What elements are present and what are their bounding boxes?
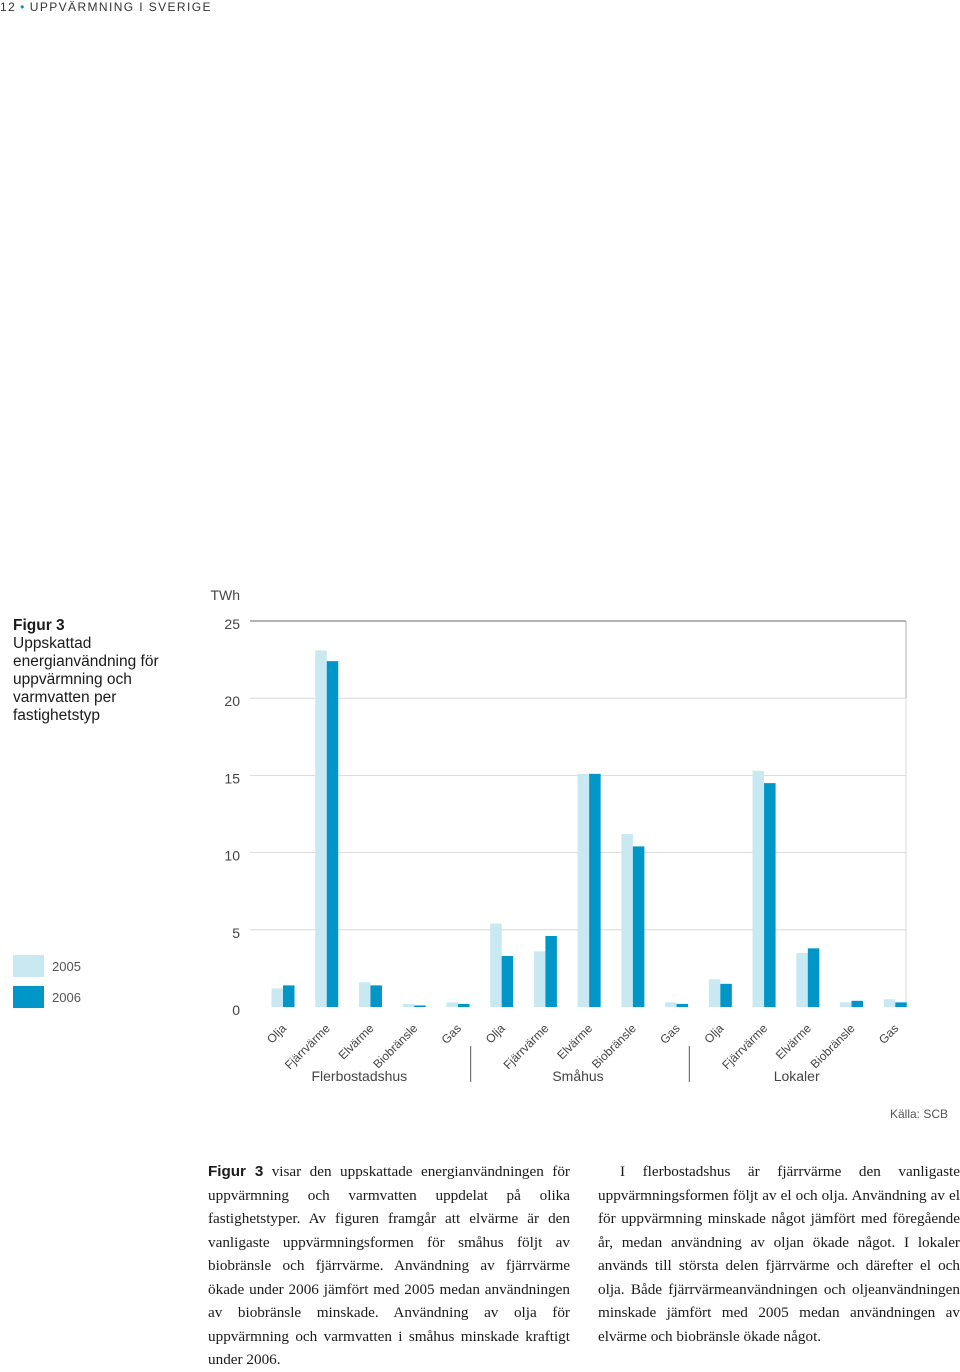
- bar-2006-0: [283, 985, 295, 1007]
- legend-label-2005: 2005: [52, 959, 81, 974]
- group-label-0: Flerbostadshus: [311, 1068, 407, 1084]
- body-paragraph-left: Figur 3 visar den uppskattade energianvä…: [208, 1160, 570, 1372]
- bar-2005-5: [490, 923, 502, 1007]
- legend-swatch-2006: [13, 986, 44, 1008]
- section-title: UPPVÄRMNING I SVERIGE: [29, 0, 212, 14]
- y-tick-label-20: 20: [224, 693, 240, 709]
- bar-2005-10: [708, 979, 721, 1007]
- x-tick-label-13: Biobränsle: [808, 1021, 858, 1071]
- x-tick-label-11: Fjärrvärme: [719, 1021, 770, 1072]
- bar-2005-3: [402, 1003, 415, 1007]
- y-tick-label-10: 10: [224, 848, 240, 864]
- page-header: 12 • UPPVÄRMNING I SVERIGE: [0, 0, 212, 14]
- bar-2005-0: [271, 988, 283, 1007]
- bar-2006-1: [326, 661, 339, 1007]
- group-label-2: Lokaler: [774, 1068, 820, 1084]
- bar-2006-4: [457, 1003, 470, 1007]
- figure-caption: Figur 3 Uppskattad energianvändning för …: [13, 617, 193, 725]
- figure-caption-text: Uppskattad energianvändning för uppvärmn…: [13, 635, 159, 724]
- legend-swatch-2005: [13, 955, 44, 977]
- bar-2005-9: [665, 1002, 677, 1007]
- bar-2005-13: [840, 1002, 852, 1007]
- x-tick-label-0: Olja: [264, 1021, 289, 1046]
- y-axis-unit-label: TWh: [210, 587, 240, 603]
- legend-label-2006: 2006: [52, 990, 81, 1005]
- x-tick-label-4: Gas: [439, 1021, 464, 1046]
- y-tick-label-15: 15: [224, 770, 240, 786]
- x-tick-label-6: Fjärrvärme: [501, 1021, 552, 1072]
- x-tick-label-10: Olja: [701, 1021, 726, 1046]
- y-tick-label-0: 0: [232, 1002, 240, 1018]
- bar-2005-8: [621, 834, 633, 1007]
- bar-2006-10: [720, 983, 732, 1007]
- bar-2005-1: [315, 650, 327, 1007]
- x-tick-label-7: Elvärme: [554, 1021, 595, 1062]
- page-number: 12: [0, 0, 17, 14]
- bar-2006-9: [676, 1003, 689, 1007]
- y-tick-label-5: 5: [232, 925, 240, 941]
- bar-2005-2: [358, 982, 371, 1007]
- bar-2006-6: [545, 935, 557, 1007]
- bar-2005-4: [446, 1002, 458, 1007]
- x-tick-label-8: Biobränsle: [589, 1021, 639, 1071]
- bar-2006-3: [414, 1005, 426, 1007]
- bar-2006-12: [807, 948, 820, 1007]
- x-tick-label-3: Biobränsle: [370, 1021, 420, 1071]
- bar-2005-7: [577, 773, 590, 1007]
- bullet-separator: •: [20, 0, 26, 14]
- body-column-right: I flerbostadshus är fjärrvärme den vanli…: [598, 1160, 960, 1348]
- bar-2005-6: [533, 951, 546, 1007]
- x-tick-label-14: Gas: [876, 1021, 901, 1046]
- bar-2006-2: [370, 985, 382, 1007]
- x-tick-label-12: Elvärme: [773, 1021, 814, 1062]
- bar-2006-5: [501, 956, 514, 1007]
- x-tick-label-1: Fjärrvärme: [282, 1021, 333, 1072]
- bar-2005-12: [796, 952, 808, 1007]
- bar-2006-14: [895, 1002, 907, 1007]
- body-text-left: visar den uppskattade energianvändningen…: [208, 1163, 570, 1368]
- bar-2005-11: [752, 770, 765, 1007]
- figure-number: Figur 3: [13, 617, 65, 634]
- bar-2006-7: [589, 773, 601, 1007]
- bar-2006-13: [851, 1000, 864, 1007]
- body-paragraph-right: I flerbostadshus är fjärrvärme den vanli…: [598, 1163, 960, 1345]
- bar-2006-8: [632, 846, 645, 1007]
- x-tick-label-9: Gas: [657, 1021, 682, 1046]
- figure-reference: Figur 3: [208, 1163, 264, 1180]
- x-tick-label-5: Olja: [483, 1021, 508, 1046]
- y-tick-label-25: 25: [224, 616, 240, 632]
- bar-2006-11: [764, 783, 776, 1007]
- bar-2005-14: [883, 999, 896, 1007]
- chart-source: Källa: SCB: [889, 1107, 948, 1121]
- x-tick-label-2: Elvärme: [336, 1021, 377, 1062]
- body-column-left: Figur 3 visar den uppskattade energianvä…: [208, 1160, 570, 1372]
- group-label-1: Småhus: [552, 1068, 603, 1084]
